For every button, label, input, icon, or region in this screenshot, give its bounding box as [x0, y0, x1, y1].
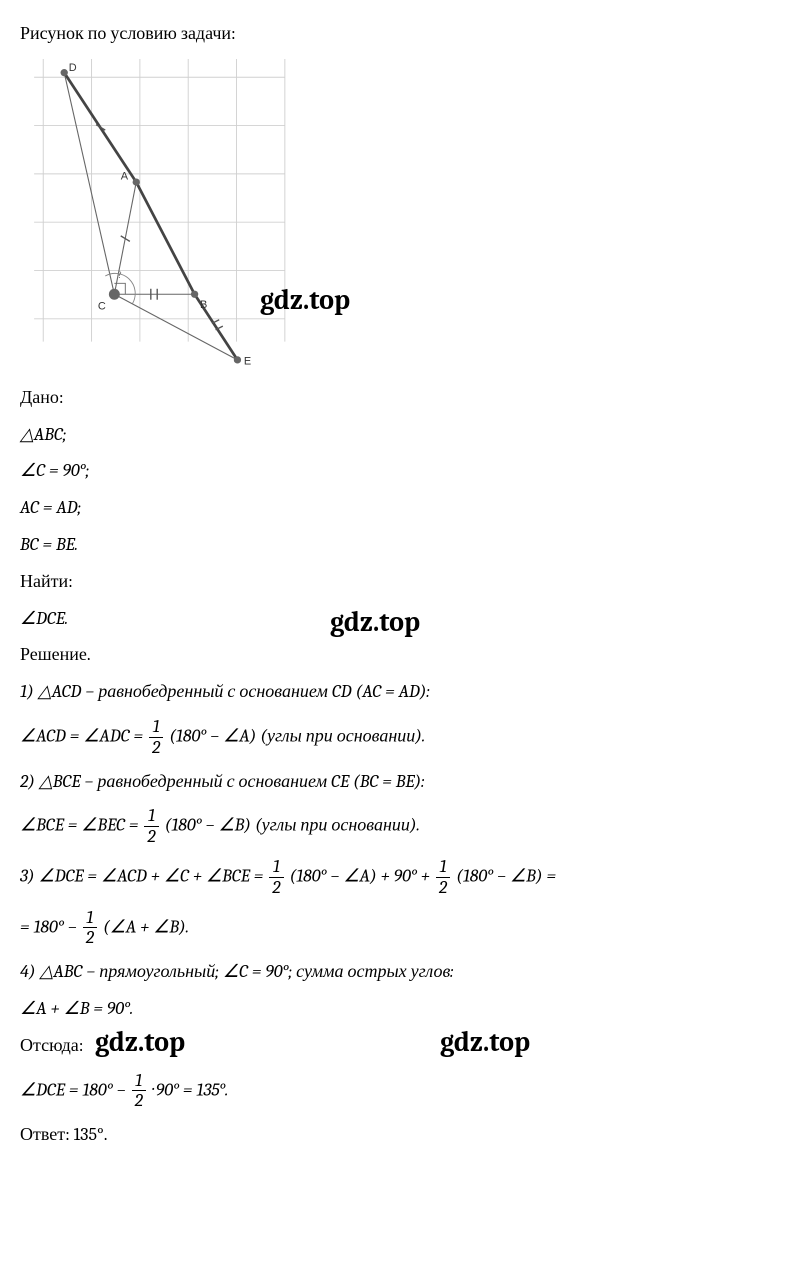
frac-num: 1	[436, 857, 450, 878]
solution-step-2: 2) △BCE − равнобедренный с основанием CE…	[20, 768, 767, 797]
svg-text:E: E	[244, 355, 251, 367]
solution-step-3: 3) ∠DCE = ∠ACD + ∠C + ∠BCE = 1 2 (180° −…	[20, 857, 767, 898]
frac-num: 1	[144, 806, 158, 827]
frac-num: 1	[132, 1071, 146, 1092]
fraction-half: 1 2	[269, 857, 283, 898]
solution-step-4b: ∠A + ∠B = 90°.	[20, 995, 767, 1024]
svg-text:?: ?	[118, 271, 122, 281]
fraction-half: 1 2	[83, 908, 97, 949]
frac-num: 1	[149, 717, 163, 738]
svg-text:D: D	[69, 62, 77, 74]
solution-label: Решение.	[20, 641, 767, 670]
fraction-half: 1 2	[132, 1071, 146, 1112]
s1b-suffix: (180° − ∠A) (углы при основании).	[169, 725, 425, 746]
frac-den: 2	[144, 827, 158, 847]
svg-text:C: C	[98, 301, 106, 313]
fraction-half: 1 2	[436, 857, 450, 898]
frac-den: 2	[269, 878, 283, 898]
diagram-svg: ? D A C B E	[20, 59, 340, 369]
frac-den: 2	[132, 1091, 146, 1111]
s3-suffix: (180° − ∠B) =	[456, 865, 556, 886]
given-label: Дано:	[20, 384, 767, 413]
solution-step-2b: ∠BCE = ∠BEC = 1 2 (180° − ∠B) (углы при …	[20, 806, 767, 847]
frac-num: 1	[269, 857, 283, 878]
find-label: Найти:	[20, 568, 767, 597]
given-angle-c: ∠C = 90°;	[20, 457, 767, 486]
given-triangle: △ABC;	[20, 421, 767, 450]
geometry-diagram: ? D A C B E	[20, 59, 340, 369]
fraction-half: 1 2	[144, 806, 158, 847]
page-title: Рисунок по условию задачи:	[20, 20, 767, 49]
s3-prefix: 3) ∠DCE = ∠ACD + ∠C + ∠BCE =	[20, 865, 267, 886]
find-value: ∠DCE.	[20, 605, 767, 634]
s5-suffix: · 90° = 135°.	[152, 1079, 229, 1100]
frac-den: 2	[436, 878, 450, 898]
s5-prefix: ∠DCE = 180° −	[20, 1079, 130, 1100]
s3b-suffix: (∠A + ∠B).	[103, 916, 189, 937]
s2b-prefix: ∠BCE = ∠BEC =	[20, 815, 142, 836]
s2b-suffix: (180° − ∠B) (углы при основании).	[165, 815, 420, 836]
answer: Ответ: 135°.	[20, 1121, 767, 1150]
solution-step-1b: ∠ACD = ∠ADC = 1 2 (180° − ∠A) (углы при …	[20, 717, 767, 758]
s3-mid: (180° − ∠A) + 90° +	[290, 865, 434, 886]
frac-den: 2	[83, 928, 97, 948]
given-bc-be: BC = BE.	[20, 531, 767, 560]
solution-step-5: ∠DCE = 180° − 1 2 · 90° = 135°.	[20, 1071, 767, 1112]
svg-text:A: A	[121, 170, 129, 182]
svg-text:B: B	[200, 299, 207, 311]
solution-step-3b: = 180° − 1 2 (∠A + ∠B).	[20, 908, 767, 949]
solution-step-1: 1) △ACD − равнобедренный с основанием CD…	[20, 678, 767, 707]
s1b-prefix: ∠ACD = ∠ADC =	[20, 725, 147, 746]
solution-step-4: 4) △ABC − прямоугольный; ∠C = 90°; сумма…	[20, 958, 767, 987]
frac-num: 1	[83, 908, 97, 929]
frac-den: 2	[149, 738, 163, 758]
s3b-prefix: = 180° −	[20, 916, 81, 937]
otsuda-label: Отсюда:	[20, 1032, 767, 1061]
given-ac-ad: AC = AD;	[20, 494, 767, 523]
fraction-half: 1 2	[149, 717, 163, 758]
